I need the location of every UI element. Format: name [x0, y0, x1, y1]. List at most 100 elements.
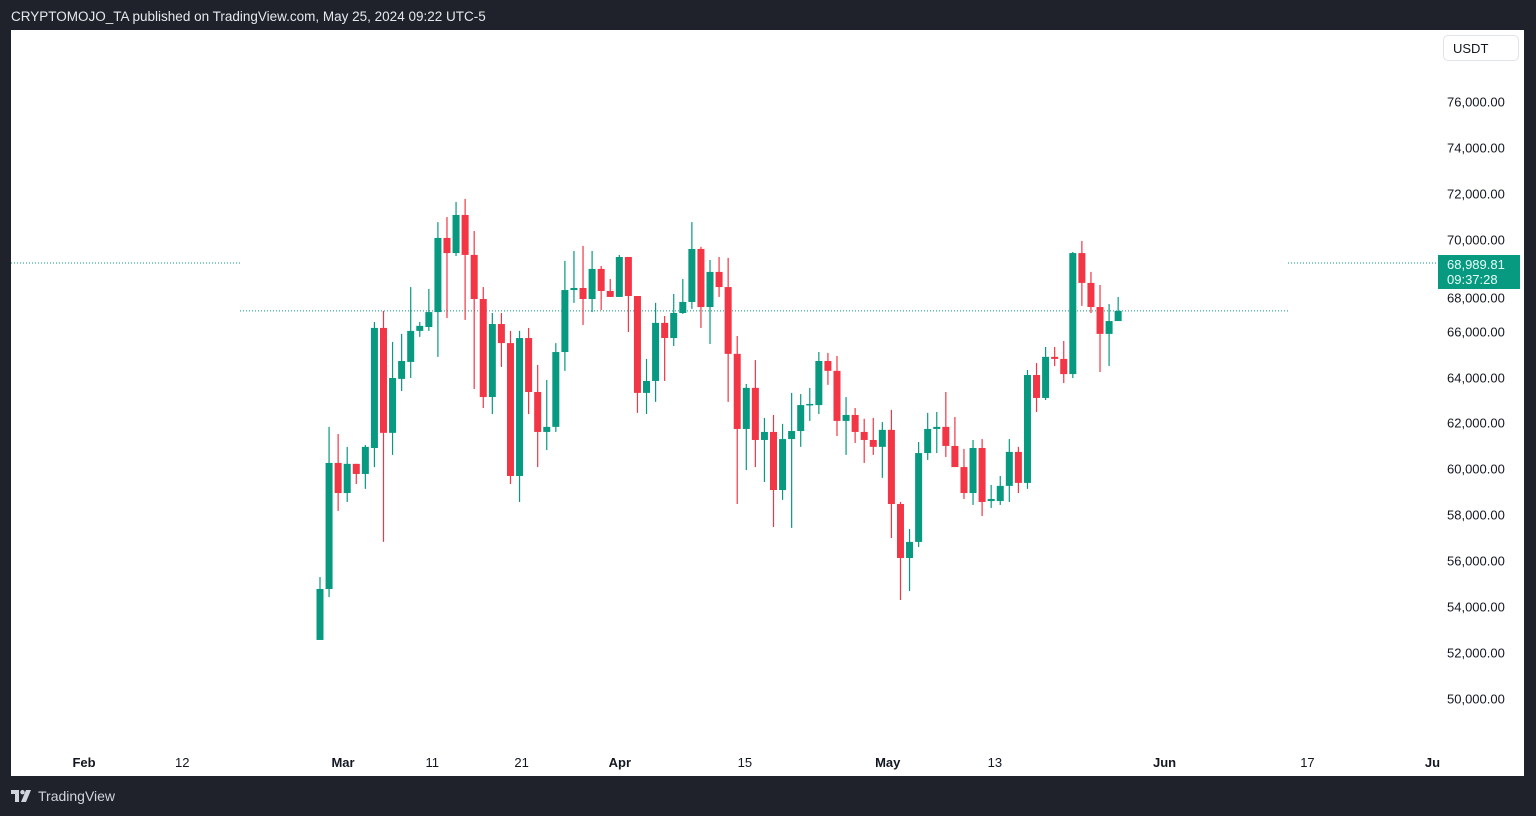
candle-up	[1023, 369, 1031, 489]
candle-body	[851, 414, 859, 432]
candle-body	[416, 325, 424, 331]
candle-body	[697, 248, 705, 308]
candle-body	[806, 403, 814, 406]
candle-body	[978, 448, 986, 502]
x-tick-label: 13	[987, 755, 1003, 770]
candle-body	[951, 445, 959, 468]
candle-body	[733, 353, 741, 429]
candle-body	[751, 387, 759, 440]
candle-up	[670, 293, 678, 347]
candle-up	[1005, 439, 1013, 502]
candle-body	[379, 327, 387, 433]
x-tick-label: 15	[737, 755, 753, 770]
candle-body	[606, 290, 614, 297]
y-tick-label: 72,000.00	[1447, 186, 1505, 202]
candle-body	[434, 237, 442, 313]
candle-down	[697, 246, 705, 328]
candle-body	[969, 448, 977, 494]
candle-up	[806, 387, 814, 421]
candle-down	[334, 434, 342, 511]
candle-body	[706, 271, 714, 308]
candle-body	[643, 380, 651, 393]
candle-up	[588, 251, 596, 313]
candle-body	[1023, 374, 1031, 483]
last-price-label: 68,989.81 09:37:28	[1438, 255, 1520, 289]
candle-body	[869, 439, 877, 447]
footer-brand[interactable]: TradingView	[11, 788, 115, 804]
candle-down	[869, 417, 877, 455]
currency-unit-button[interactable]: USDT	[1443, 35, 1519, 61]
candle-up	[398, 333, 406, 392]
candle-body	[1051, 356, 1059, 359]
candle-body	[1005, 451, 1013, 486]
candle-up	[933, 411, 941, 454]
candle-body	[506, 343, 514, 477]
candle-body	[797, 405, 805, 432]
candle-body	[933, 426, 941, 429]
candle-down	[751, 360, 759, 468]
candle-body	[398, 360, 406, 379]
candle-down	[978, 439, 986, 516]
candle-up	[788, 392, 796, 528]
candle-up	[779, 423, 787, 500]
candle-up	[815, 352, 823, 415]
candle-down	[443, 217, 451, 319]
candle-body	[1042, 356, 1050, 398]
candle-body	[996, 485, 1004, 502]
candle-down	[534, 364, 542, 468]
candle-up	[987, 484, 995, 508]
candle-down	[479, 287, 487, 409]
y-tick-label: 50,000.00	[1447, 691, 1505, 707]
candle-body	[633, 296, 641, 393]
candle-body	[389, 377, 397, 433]
candle-body	[497, 324, 505, 344]
candle-down	[1033, 363, 1041, 412]
candle-down	[1087, 271, 1095, 314]
candle-body	[461, 214, 469, 255]
candle-up	[570, 251, 578, 303]
candle-body	[561, 290, 569, 353]
candle-down	[951, 417, 959, 468]
candle-down	[525, 327, 533, 415]
candle-body	[325, 462, 333, 589]
candle-body	[833, 370, 841, 421]
candles	[316, 198, 1122, 640]
y-tick-label: 54,000.00	[1447, 599, 1505, 615]
candle-down	[1014, 446, 1022, 494]
candle-body	[661, 322, 669, 339]
candle-up	[760, 417, 768, 482]
x-tick-label: 12	[175, 755, 190, 770]
candle-up	[543, 380, 551, 451]
candle-up	[425, 288, 433, 331]
candle-up	[343, 446, 351, 502]
y-tick-label: 56,000.00	[1447, 553, 1505, 569]
candle-body	[779, 439, 787, 491]
candle-body	[516, 338, 524, 477]
candle-down	[579, 245, 587, 325]
candle-up	[652, 302, 660, 402]
candle-body	[688, 248, 696, 302]
candle-body	[1114, 310, 1122, 322]
candle-body	[343, 463, 351, 494]
candle-body	[488, 324, 496, 398]
candle-up	[924, 412, 932, 460]
x-tick-label: Jun	[1152, 755, 1177, 770]
candle-up	[370, 321, 378, 468]
candle-down	[1096, 284, 1104, 373]
y-tick-label: 66,000.00	[1447, 324, 1505, 340]
candle-body	[715, 271, 723, 288]
chart-panel[interactable]	[11, 30, 1524, 776]
candle-down	[942, 391, 950, 457]
candle-down	[960, 448, 968, 499]
candle-up	[688, 222, 696, 309]
tradingview-logo-icon	[11, 790, 31, 802]
candle-body	[470, 254, 478, 299]
candle-body	[788, 431, 796, 440]
y-tick-label: 52,000.00	[1447, 645, 1505, 661]
y-tick-label: 68,000.00	[1447, 290, 1505, 306]
candle-body	[1069, 253, 1077, 375]
candle-body	[334, 462, 342, 494]
candle-body	[987, 498, 995, 502]
candle-body	[960, 467, 968, 494]
